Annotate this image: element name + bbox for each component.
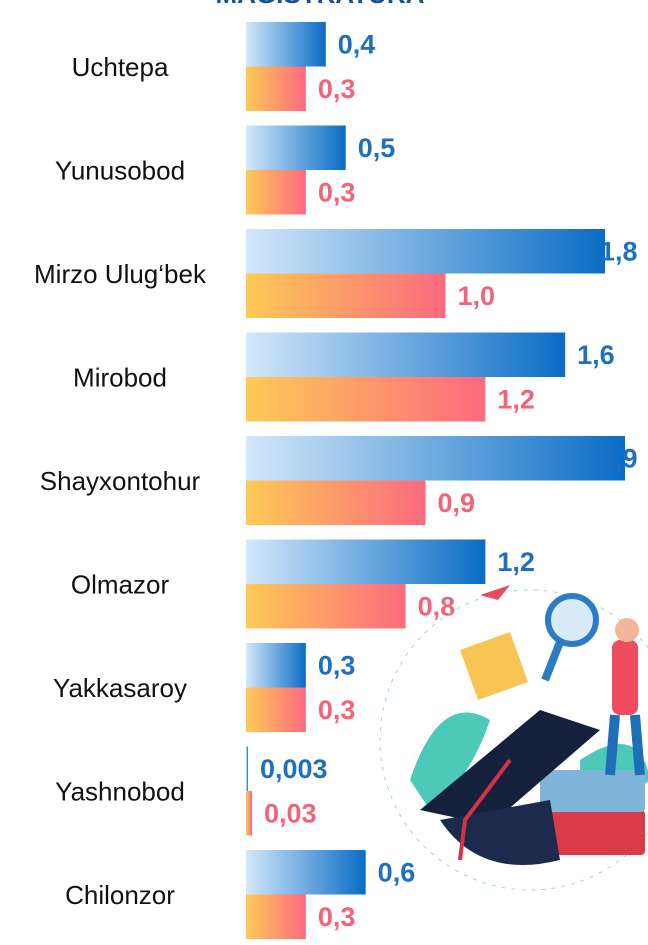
value-label: 0,3 xyxy=(318,650,356,680)
value-label: 0,3 xyxy=(318,902,356,932)
value-label: 0,3 xyxy=(318,177,356,207)
bar xyxy=(246,170,306,215)
bar xyxy=(246,67,306,112)
category-label: Mirobod xyxy=(73,362,167,392)
magnifier xyxy=(548,596,596,644)
value-label: 0,03 xyxy=(264,798,317,828)
chart-title: MAGISTRATURA xyxy=(216,0,425,9)
value-label: 1,2 xyxy=(497,547,535,577)
bar xyxy=(246,274,445,319)
bar xyxy=(246,747,248,792)
value-label: 1,0 xyxy=(457,281,495,311)
bar xyxy=(246,643,306,688)
bar xyxy=(246,377,485,422)
bar xyxy=(246,229,605,274)
person xyxy=(612,640,638,715)
bar xyxy=(246,895,306,940)
bar xyxy=(246,481,426,526)
bar xyxy=(246,436,625,481)
category-label: Mirzo Ulug‘bek xyxy=(34,259,207,289)
bar xyxy=(246,333,565,378)
category-label: Yunusobod xyxy=(55,155,185,185)
value-label: 0,003 xyxy=(260,754,328,784)
value-label: 0,6 xyxy=(378,857,416,887)
bar xyxy=(246,22,326,67)
category-label: Yakkasaroy xyxy=(53,673,187,703)
bar xyxy=(246,688,306,733)
value-label: 0,3 xyxy=(318,74,356,104)
category-label: Olmazor xyxy=(71,569,170,599)
value-label: 0,5 xyxy=(358,133,396,163)
chart: MAGISTRATURA Uchtepa0,40,3Yunusobod0,50,… xyxy=(0,0,648,940)
illustration xyxy=(380,585,648,890)
value-label: 0,9 xyxy=(438,488,476,518)
bar xyxy=(246,584,406,629)
category-label: Uchtepa xyxy=(72,52,169,82)
person-head xyxy=(615,618,639,642)
value-label: 1,2 xyxy=(497,384,535,414)
value-label: 0,3 xyxy=(318,695,356,725)
value-label: 1,6 xyxy=(577,340,615,370)
value-label: 0,4 xyxy=(338,29,376,59)
bar xyxy=(246,540,485,585)
bar xyxy=(246,791,252,836)
magnifier-handle xyxy=(545,642,560,680)
book xyxy=(540,770,645,812)
bar xyxy=(246,126,346,171)
value-label: 1,9 xyxy=(600,443,638,473)
value-label: 1,8 xyxy=(600,236,638,266)
bar xyxy=(246,850,366,895)
category-label: Chilonzor xyxy=(65,880,175,910)
value-label: 0,8 xyxy=(418,591,456,621)
folder xyxy=(460,632,528,700)
category-label: Yashnobod xyxy=(55,776,185,806)
category-label: Shayxontohur xyxy=(40,466,201,496)
